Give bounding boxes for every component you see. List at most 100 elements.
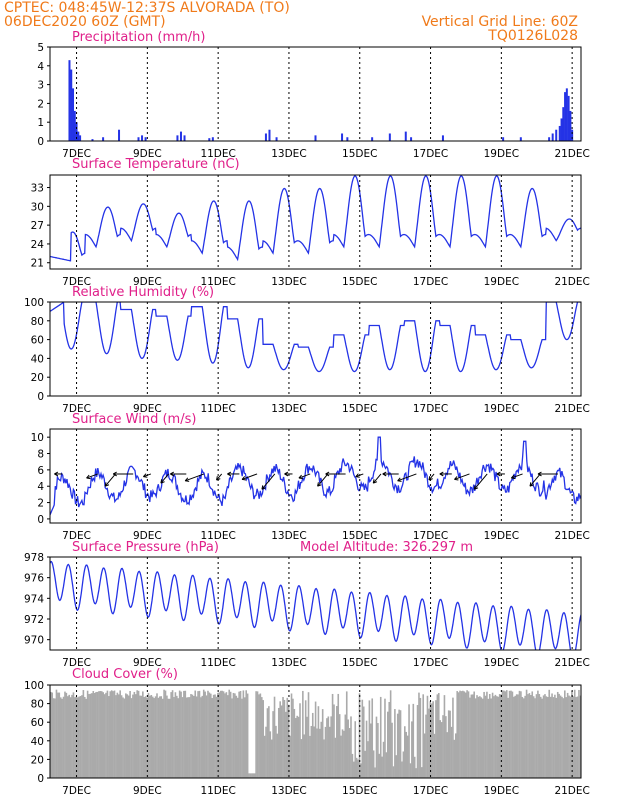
press-xtick-label-1: 9DEC [133,657,162,669]
cloud-bar-69 [147,692,150,778]
cloud-bar-350 [545,696,548,778]
cloud-bar-209 [345,691,348,778]
rh-xtick-label-7: 21DEC [554,403,589,415]
cloud-bar-133 [238,691,240,778]
cloud-bar-317 [498,694,501,778]
cloud-bar-231 [377,723,379,778]
cloud-bar-194 [324,726,327,778]
cloud-bar-241 [391,722,393,778]
cloud-bar-150 [262,700,264,778]
precip-xtick-label-6: 19DEC [484,148,519,160]
cloud-bar-38 [103,694,106,778]
cloud-bar-59 [133,691,136,778]
cloud-bar-79 [161,698,164,778]
precip-title: Precipitation (mm/h) [72,30,205,45]
precip-bar-38 [565,88,568,141]
cloud-bar-279 [445,716,447,778]
cloud-bar-263 [422,694,425,778]
cloud-bar-61 [136,690,138,778]
cloud-bar-342 [534,698,536,778]
cloud-bar-24 [83,696,86,778]
precip-bar-26 [404,131,407,141]
cloud-bar-58 [132,694,134,778]
rh-xtick-label-1: 9DEC [133,403,162,415]
cloud-bar-77 [159,696,161,778]
cloud-bar-297 [470,694,473,778]
cloud-bar-196 [327,716,330,778]
cloud-bar-20 [78,696,80,778]
cloud-bar-230 [375,716,378,778]
precip-ytick-label-0: 0 [37,136,44,148]
cloud-bar-182 [307,692,310,778]
cloud-bar-143 [252,773,255,778]
cloud-bar-210 [347,719,349,778]
cloud-bar-185 [311,712,314,778]
cloud-xtick-label-2: 11DEC [200,785,235,797]
cloud-bar-330 [517,694,519,778]
precip-xtick-label-5: 17DEC [413,148,448,160]
cloud-bar-240 [389,690,392,778]
precip-bar-20 [275,137,278,141]
cloud-bar-257 [413,756,416,778]
wind-arrow-head-10 [241,476,247,481]
cloud-bar-352 [548,689,551,778]
cloud-bar-116 [214,694,216,778]
cloud-bar-216 [355,757,358,778]
cloud-bar-269 [430,703,433,778]
cloud-bar-203 [337,693,340,778]
press-xtick-label-3: 13DEC [271,657,306,669]
cloud-bar-341 [532,696,535,778]
cloud-bar-343 [535,694,538,778]
cloud-bar-321 [504,691,507,778]
cloud-bar-251 [405,731,408,778]
press-xtick-label-5: 17DEC [413,657,448,669]
cloud-bar-232 [378,753,381,778]
cloud-bar-18 [75,696,78,778]
rh-ytick-label-3: 60 [31,335,44,347]
wind-series-line [50,436,581,516]
wind-arrow-head-17 [372,479,378,484]
temp-ytick-label-1: 24 [31,239,45,251]
cloud-bar-337 [527,694,529,778]
wind-plot-area [50,436,581,516]
cloud-bar-119 [218,692,221,778]
cloud-bar-75 [156,693,158,778]
cloud-bar-327 [513,696,515,778]
cloud-bar-95 [184,690,187,778]
precip-ytick-label-2: 2 [37,98,44,110]
cloud-xtick-label-5: 17DEC [413,785,448,797]
precip-bar-2 [72,88,75,141]
cloud-bar-301 [476,695,478,778]
cloud-bar-324 [508,690,511,778]
precip-bar-8 [102,137,105,141]
cloud-bar-22 [81,695,83,778]
rh-ytick-label-0: 0 [37,391,44,403]
cloud-bar-105 [198,690,201,778]
cloud-bar-281 [447,710,450,778]
wind-arrow-8 [216,473,223,481]
cloud-bar-21 [79,696,82,778]
cloud-bar-37 [102,692,104,778]
cloud-bar-134 [239,691,242,778]
cloud-bar-56 [129,691,131,778]
precip-bar-15 [183,135,186,141]
cloud-bar-267 [428,708,430,778]
cloud-bar-66 [143,696,146,778]
cloud-bar-248 [401,761,403,778]
wind-arrow-head-14 [317,482,322,487]
precip-ytick-label-4: 4 [37,61,44,73]
cloud-bar-259 [416,705,419,778]
wind-arrow-17 [372,473,382,484]
cloud-bar-298 [471,694,474,778]
temp-xtick-label-2: 11DEC [200,276,235,288]
cloud-bar-0 [50,691,52,778]
cloud-bar-291 [462,690,464,778]
cloud-bar-99 [190,694,192,778]
cloud-bar-339 [530,695,532,778]
wind-ytick-label-1: 2 [37,498,44,510]
wind-ytick-label-2: 4 [37,481,44,493]
wind-xtick-label-7: 21DEC [554,530,589,542]
cloud-bar-170 [290,693,293,778]
cloud-bar-371 [575,697,577,778]
